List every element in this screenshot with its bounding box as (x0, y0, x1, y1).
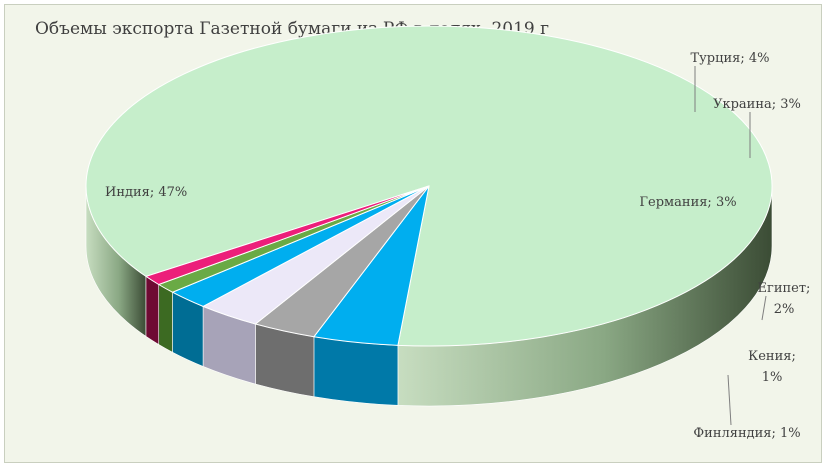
slice-labels: Индия; 47% Турция; 4% Украина; 3% Германия;… (105, 51, 810, 441)
leader-line-Финляндия (727, 374, 732, 426)
data-label-Египет-1: 2% (774, 302, 795, 317)
data-label-Финляндия: Финляндия; 1% (693, 426, 800, 441)
data-label-Кения-1: 1% (762, 370, 783, 385)
slice-Финляндия (144, 185, 430, 286)
data-label-Германия: Германия; 3% (639, 195, 736, 210)
leader-lines (694, 66, 767, 426)
leader-line-Египет (761, 295, 767, 321)
data-label-Индия: Индия; 47% (105, 185, 187, 200)
slice-side-Турция (313, 336, 399, 406)
data-label-Кения-0: Кения; (748, 349, 796, 364)
pie-top (85, 25, 773, 347)
slice-side-Кения (158, 283, 173, 353)
data-label-Египет-0: Египет; (758, 281, 811, 296)
pie-depth (85, 185, 773, 407)
data-label-Украина: Украина; 3% (713, 97, 801, 112)
slice-side-Финляндия (145, 275, 160, 346)
data-label-Турция: Турция; 4% (690, 51, 769, 66)
